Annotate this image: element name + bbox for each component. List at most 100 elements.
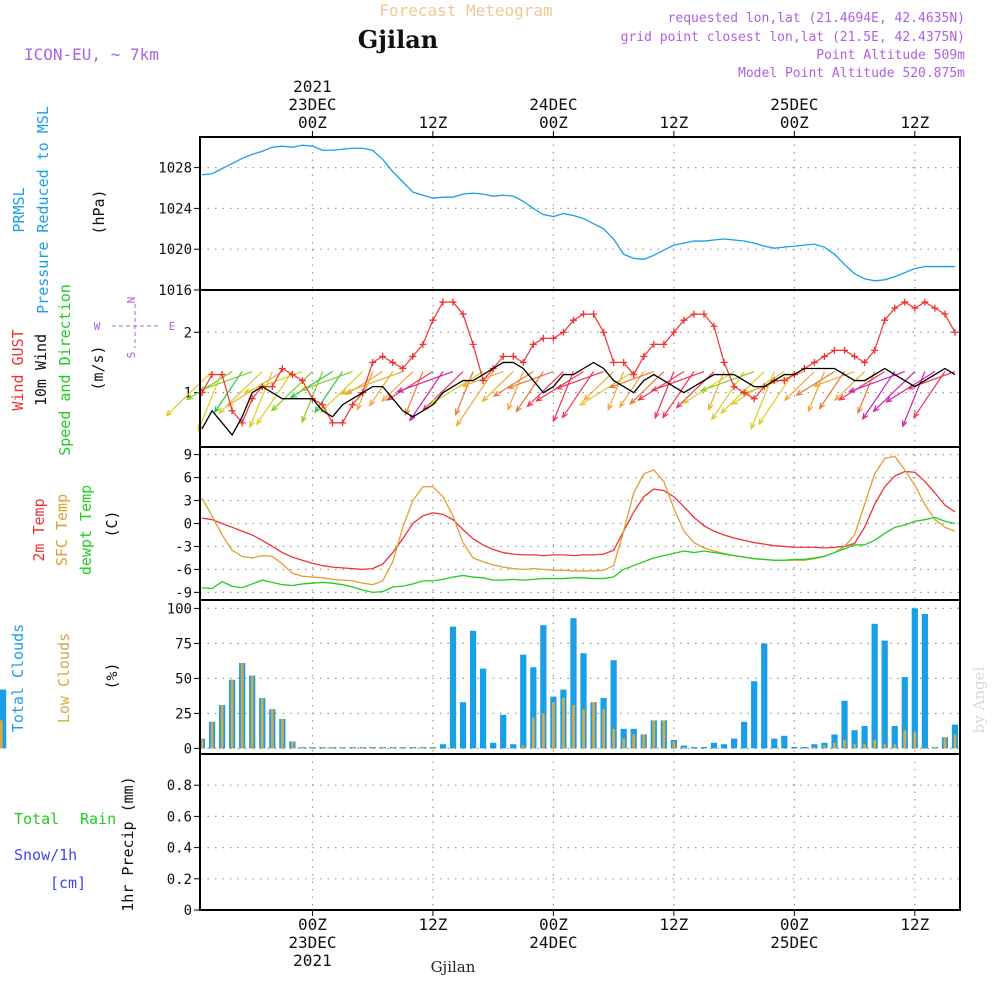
x-label-top-hour: 12Z: [418, 113, 447, 132]
wind-arrow: [397, 370, 454, 393]
gust-marker: [680, 316, 688, 324]
wind-arrow-head: [455, 419, 463, 427]
bar-total-clouds: [480, 668, 487, 749]
x-label-bottom-year: 2021: [293, 951, 332, 970]
plot-layer: 101610201024102812-9-6-30369025507510000…: [0, 77, 961, 970]
bar-total-clouds: [530, 667, 537, 749]
wind-arrow-head: [356, 403, 362, 411]
y-tick-label: 9: [184, 448, 192, 464]
wind-arrow-head: [404, 408, 411, 416]
bar-low-clouds: [260, 698, 264, 749]
y-tick-label: -3: [175, 539, 192, 555]
y-tick-label: 0.8: [167, 778, 192, 794]
bar-low-clouds: [622, 738, 626, 749]
y-tick-label: 0: [184, 517, 192, 533]
gust-marker: [871, 346, 879, 354]
wind-arrow-head: [243, 388, 251, 394]
bar-total-clouds: [741, 721, 748, 749]
gust-marker: [349, 401, 357, 409]
wind-arrow: [301, 370, 353, 391]
wind-arrow: [527, 371, 564, 407]
wind-arrow-head: [720, 407, 728, 415]
wind-arrow-head: [637, 394, 645, 401]
bar-low-clouds: [411, 747, 415, 749]
gust-marker: [881, 316, 889, 324]
wind-arrow: [708, 371, 725, 410]
gust-marker: [389, 358, 397, 366]
gust-marker: [298, 377, 306, 385]
wind-arrow: [701, 370, 755, 392]
bar-low-clouds: [592, 702, 595, 749]
wind-arrow: [214, 371, 243, 413]
bar-total-clouds: [449, 626, 457, 749]
wind-arrow-head: [812, 381, 821, 388]
gust-marker: [559, 328, 567, 336]
wind-arrow-head: [857, 406, 863, 415]
wind-arrow-head: [561, 411, 568, 419]
bar-low-clouds: [903, 730, 907, 749]
wind-arrow: [862, 371, 896, 420]
compass-n: N: [125, 297, 138, 304]
bar-low-clouds: [652, 720, 656, 749]
bar-total-clouds: [891, 726, 898, 749]
gust-marker: [529, 340, 537, 348]
wind-label-3: Speed and Direction: [56, 284, 74, 456]
bar-total-clouds: [490, 742, 497, 749]
wind-arrow-head: [368, 399, 376, 407]
y-tick-label: 1016: [158, 283, 192, 299]
bar-low-clouds: [672, 741, 676, 749]
wind-arrow: [562, 371, 595, 418]
gust-marker: [409, 352, 417, 360]
bar-low-clouds: [220, 705, 224, 749]
gust-marker: [660, 340, 668, 348]
bar-total-clouds: [851, 730, 858, 749]
wind-arrow-head: [583, 394, 590, 402]
bar-low-clouds: [582, 709, 585, 749]
bar-total-clouds: [801, 747, 808, 749]
wind-arrow: [662, 371, 695, 418]
gust-marker: [569, 316, 577, 324]
wind-arrow: [838, 371, 886, 401]
precip-snow-label: Snow/1h: [14, 846, 77, 864]
gust-marker: [590, 310, 598, 318]
series-line-10m-wind: [201, 361, 956, 437]
compass-s: S: [125, 352, 138, 359]
bar-low-clouds: [863, 744, 866, 749]
bar-total-clouds: [439, 744, 447, 749]
gust-marker: [318, 401, 326, 409]
bar-low-clouds: [913, 731, 917, 749]
bar-low-clouds: [833, 742, 836, 749]
wind-arrow-head: [165, 409, 173, 417]
gust-marker: [951, 328, 959, 336]
gust-marker: [439, 298, 447, 306]
bar-low-clouds: [200, 738, 204, 749]
bar-total-clouds: [510, 744, 517, 749]
y-tick-label: 25: [175, 706, 192, 722]
gust-marker: [921, 298, 929, 306]
gust-marker: [429, 316, 437, 324]
wind-arrow-head: [730, 398, 739, 405]
bar-total-clouds: [700, 747, 708, 749]
wind-arrow-head: [861, 412, 869, 421]
wind-arrow-head: [618, 400, 626, 409]
wind-arrow: [197, 371, 223, 431]
bar-low-clouds: [662, 720, 666, 749]
y-tick-label: 0.6: [167, 809, 192, 825]
precip-unit: 1hr Precip (mm): [119, 776, 137, 911]
bar-low-clouds: [331, 747, 334, 749]
wind-arrow-head: [834, 394, 841, 402]
gust-marker: [278, 365, 286, 372]
series-line-dewpt-temp: [201, 516, 956, 594]
wind-arrow-head: [847, 387, 856, 393]
gust-marker: [851, 352, 859, 360]
gust-marker: [740, 389, 748, 397]
gust-marker: [891, 304, 899, 312]
gust-marker: [630, 371, 638, 379]
bar-total-clouds: [771, 738, 778, 749]
wind-arrow-head: [913, 411, 920, 419]
gust-marker: [339, 419, 347, 427]
wind-arrow-head: [455, 408, 461, 416]
gust-marker: [509, 352, 517, 360]
clouds-unit: (%): [103, 662, 121, 689]
x-label-top-hour: 00Z: [539, 113, 568, 132]
